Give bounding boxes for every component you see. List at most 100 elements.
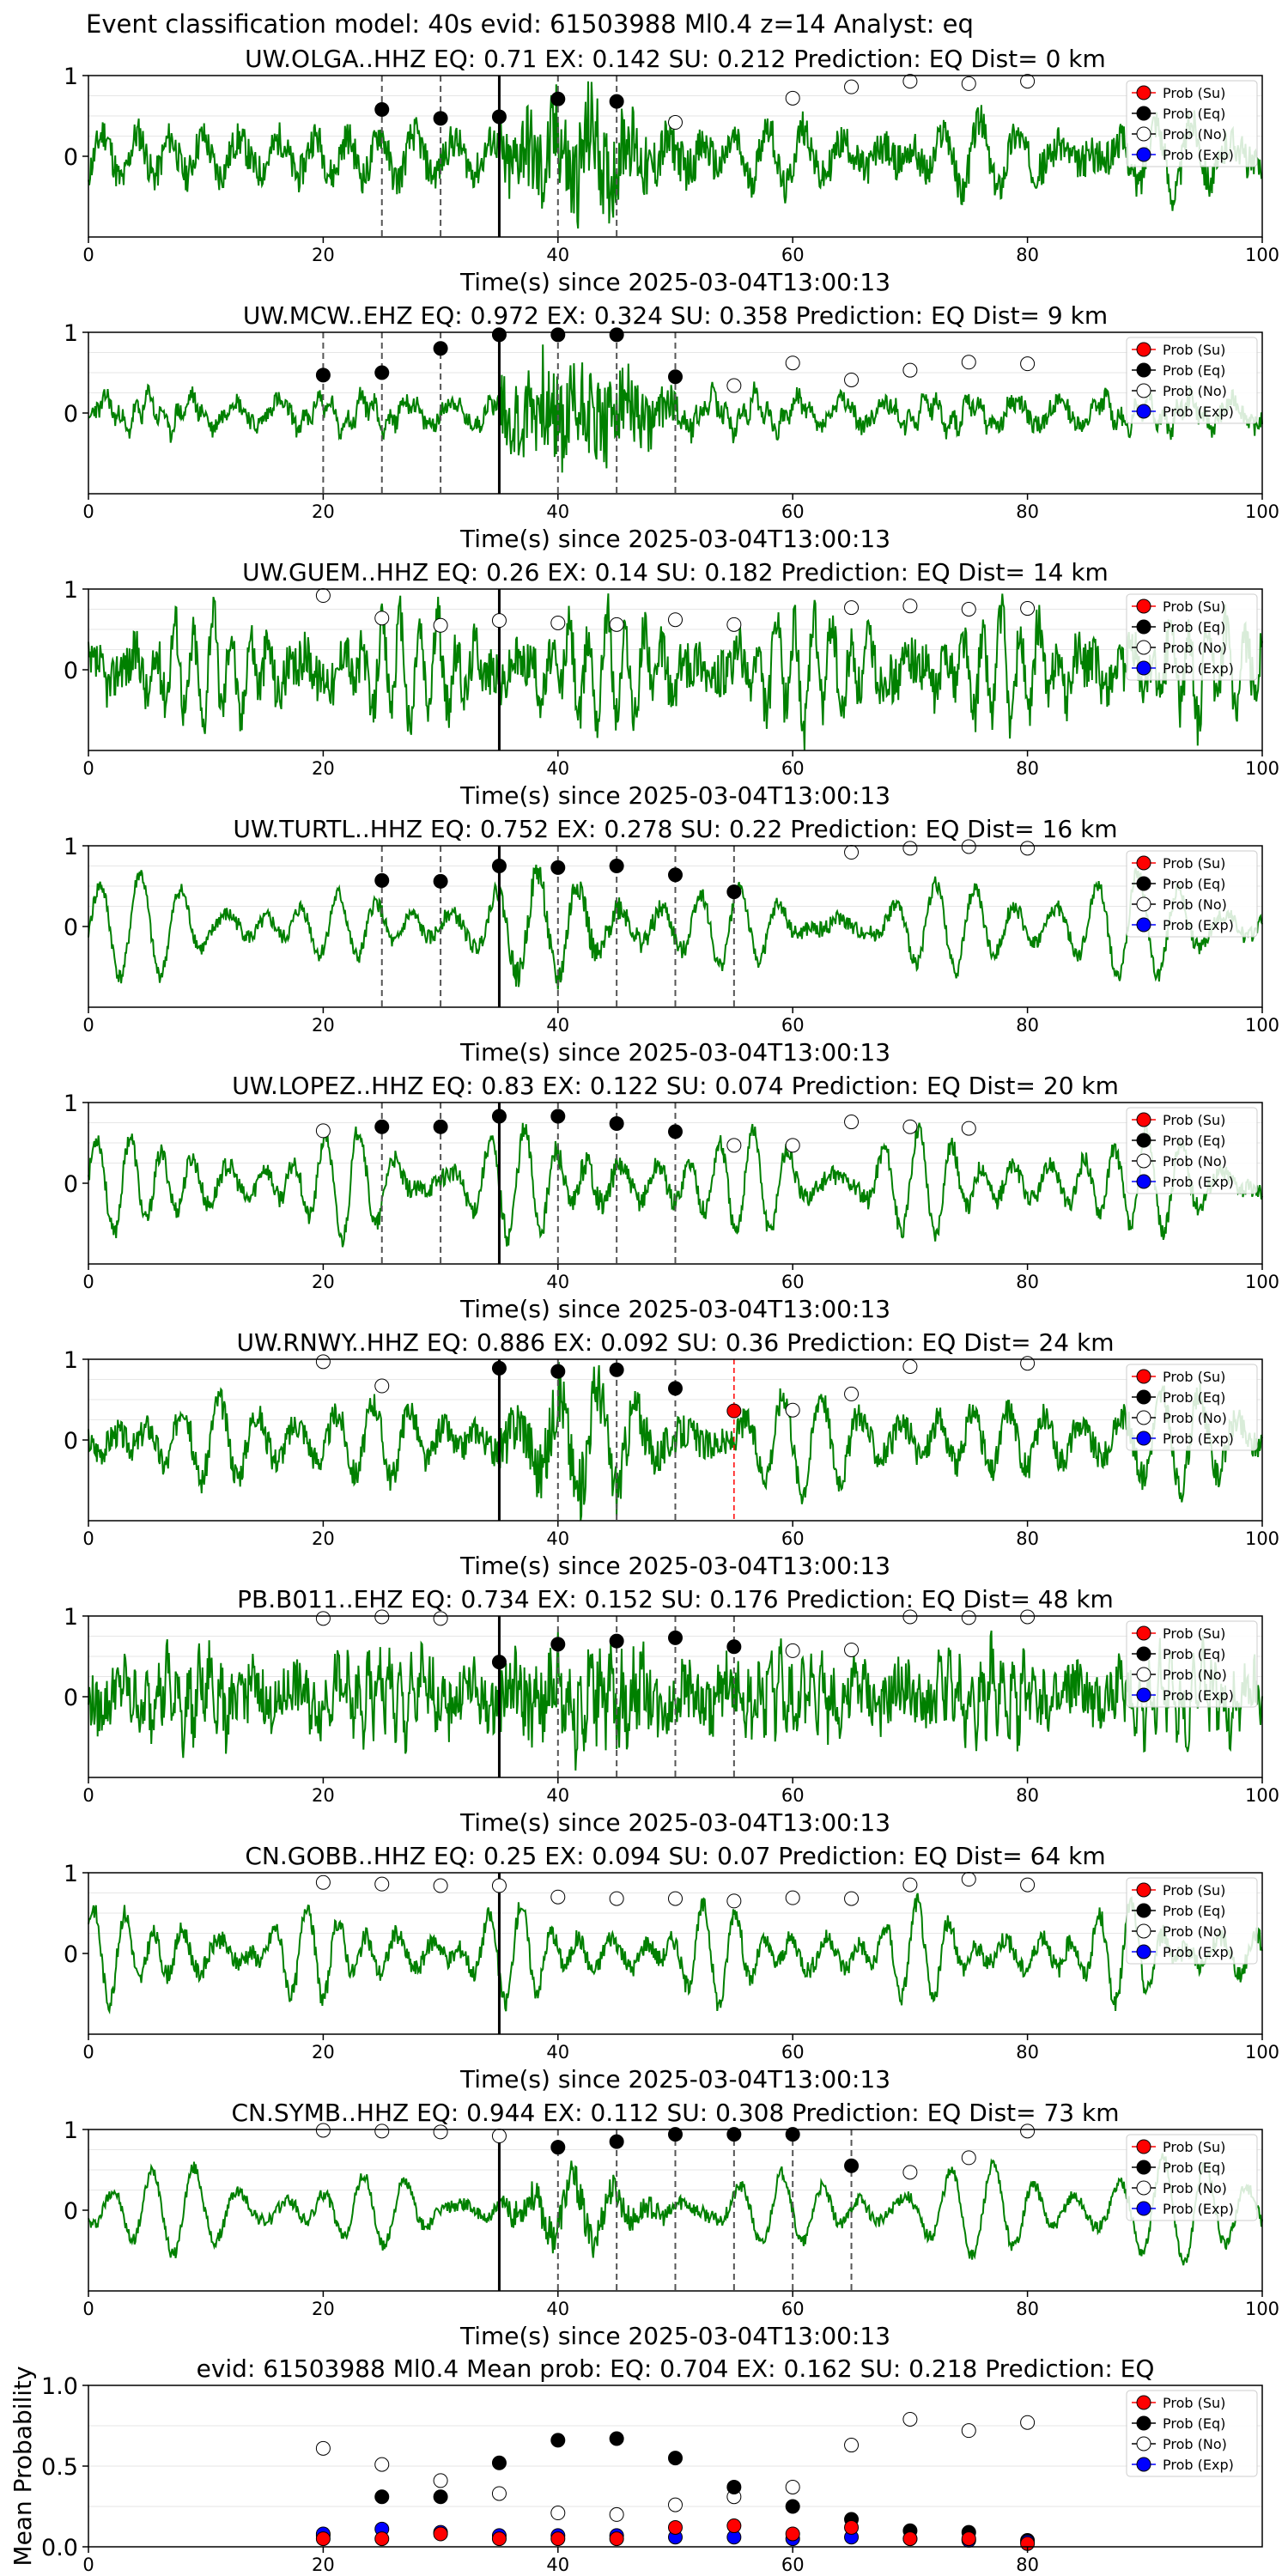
prob-eq-point [433,111,448,126]
legend-entry-1: Prob (Eq) [1163,1133,1225,1149]
prob-no-point [844,79,860,94]
y-tick-label: 0 [64,658,78,684]
prob-no-point [961,1610,976,1625]
legend-entry-2: Prob (No) [1163,1923,1227,1940]
y-tick-label: 1 [64,64,78,90]
mean-point-probno [961,2423,976,2439]
x-tick-label: 100 [1245,1785,1279,1806]
prob-eq-point [609,1633,624,1649]
legend-box-9 [1126,2390,1258,2477]
mean-point-probno [844,2438,860,2453]
prob-no-point [1020,1609,1036,1625]
x-tick-label: 60 [781,2299,805,2319]
x-tick-label: 40 [546,2299,569,2319]
legend-entry-1: Prob (Eq) [1163,619,1225,635]
legend-marker-3 [1136,660,1151,676]
prob-eq-point [491,109,507,125]
x-tick-label: 0 [82,501,94,522]
x-axis-label-5: Time(s) since 2025-03-04T13:00:13 [459,1552,890,1580]
x-tick-label: 60 [781,1272,805,1292]
x-tick-label: 80 [1016,2042,1039,2063]
legend-marker-0 [1136,855,1151,871]
prob-eq-point [609,2134,624,2149]
legend-entry-1: Prob (Eq) [1163,2415,1225,2432]
waveform-0 [88,81,1263,229]
prob-no-point [726,1138,742,1153]
prob-eq-point [374,1119,390,1134]
waveform-8 [88,2153,1263,2266]
prob-no-point [785,90,800,106]
legend-marker-1 [1136,362,1151,378]
x-tick-label: 80 [1016,1272,1039,1292]
legend-marker-2 [1136,1153,1151,1169]
legend-marker-0 [1136,85,1151,100]
x-tick-label: 80 [1016,1528,1039,1549]
x-tick-label: 0 [82,2555,94,2575]
legend-box-0 [1126,80,1258,167]
legend-marker-3 [1136,1687,1151,1703]
prob-no-point [726,617,742,632]
prob-eq-point [491,1655,507,1670]
legend-entry-2: Prob (No) [1163,2180,1227,2196]
x-tick-label: 0 [82,2042,94,2063]
x-tick-label: 80 [1016,758,1039,779]
x-tick-label: 60 [781,2555,805,2575]
panel-title-0: UW.OLGA..HHZ EQ: 0.71 EX: 0.142 SU: 0.21… [245,45,1106,73]
x-tick-label: 60 [781,758,805,779]
x-tick-label: 0 [82,758,94,779]
prob-eq-point [609,1362,624,1377]
prob-eq-point [491,859,507,873]
legend-marker-3 [1136,404,1151,419]
prob-no-point [726,1893,742,1909]
legend-entry-2: Prob (No) [1163,640,1227,656]
prob-no-point [785,1890,800,1905]
waveform-1 [88,344,1263,473]
mean-point-probsu [902,2531,918,2547]
panel-0: UW.OLGA..HHZ EQ: 0.71 EX: 0.142 SU: 0.21… [64,45,1279,296]
prob-no-point [961,1121,976,1136]
y-tick-label: 1 [64,1091,78,1117]
x-tick-label: 0 [82,1785,94,1806]
legend-box-1 [1126,337,1258,424]
mean-point-probeq [550,2433,566,2448]
legend-marker-0 [1136,2139,1151,2154]
legend-entry-3: Prob (Exp) [1163,404,1234,420]
legend-entry-2: Prob (No) [1163,1153,1227,1170]
prob-su-point [726,1403,742,1419]
prob-eq-point [374,365,390,380]
legend-box-6 [1126,1620,1258,1708]
x-tick-label: 80 [1016,2299,1039,2319]
y-tick-label: 0 [64,1685,78,1711]
prob-no-point [902,598,918,614]
legend-marker-2 [1136,383,1151,398]
prob-no-point [844,1115,860,1130]
prob-no-point [961,1872,976,1887]
prob-no-point [491,2129,507,2144]
mean-point-probsu [785,2526,800,2542]
panel-2: UW.GUEM..HHZ EQ: 0.26 EX: 0.14 SU: 0.182… [64,558,1279,810]
mean-point-probeq [668,2451,683,2466]
x-tick-label: 100 [1245,1015,1279,1036]
legend-marker-3 [1136,2201,1151,2216]
x-axis-label-4: Time(s) since 2025-03-04T13:00:13 [459,1295,890,1323]
x-axis-label-7: Time(s) since 2025-03-04T13:00:13 [459,2065,890,2093]
legend-entry-2: Prob (No) [1163,383,1227,399]
legend-marker-0 [1136,342,1151,357]
prob-no-point [902,1358,918,1374]
prob-eq-point [491,327,507,343]
mean-point-probno [902,2411,918,2427]
x-tick-label: 20 [312,758,335,779]
x-tick-label: 40 [546,245,569,265]
x-tick-label: 100 [1245,1272,1279,1292]
y-tick-label: 1 [64,2117,78,2144]
legend-marker-2 [1136,126,1151,142]
panel-8: CN.SYMB..HHZ EQ: 0.944 EX: 0.112 SU: 0.3… [64,2099,1279,2350]
prob-no-point [315,1611,331,1626]
legend-entry-2: Prob (No) [1163,896,1227,913]
x-axis-label-6: Time(s) since 2025-03-04T13:00:13 [459,1808,890,1837]
prob-no-point [433,1611,448,1626]
prob-no-point [491,1878,507,1893]
prob-no-point [902,74,918,89]
prob-no-point [374,1378,390,1394]
y-tick-label: 0 [64,914,78,941]
